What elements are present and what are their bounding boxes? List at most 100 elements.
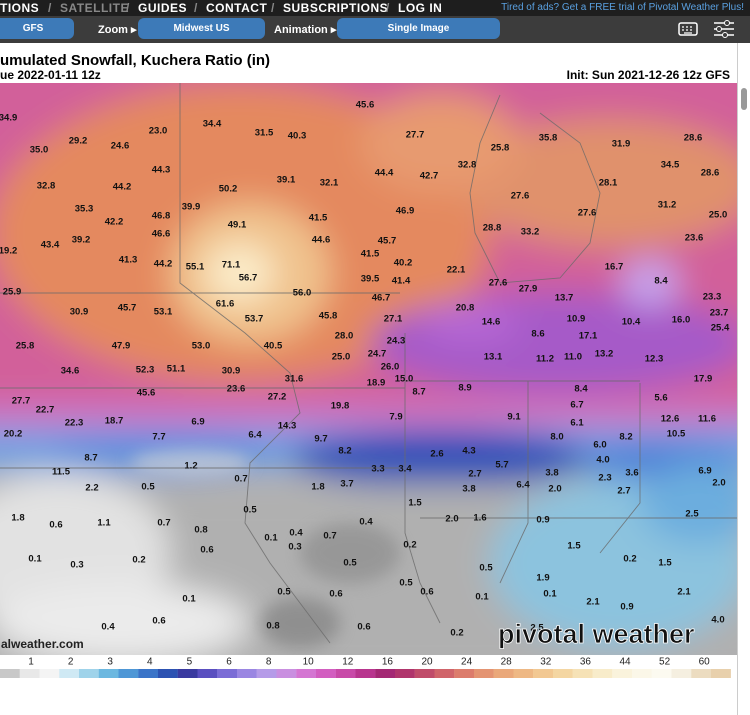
- snowfall-value: 22.1: [447, 265, 466, 276]
- snowfall-value: 0.3: [70, 560, 83, 571]
- zoom-button[interactable]: Midwest US: [138, 18, 265, 39]
- snowfall-value: 53.0: [192, 341, 211, 352]
- legend-label: 20: [421, 657, 433, 668]
- keyboard-icon[interactable]: [678, 22, 698, 36]
- snowfall-value: 45.6: [356, 100, 375, 111]
- nav-link[interactable]: GUIDES: [138, 1, 188, 15]
- snowfall-value: 11.6: [698, 414, 716, 425]
- nav-link[interactable]: LOG IN: [398, 1, 443, 15]
- snowfall-value: 9.1: [507, 412, 521, 423]
- snowfall-value: 10.4: [622, 317, 641, 328]
- snowfall-value: 1.9: [536, 573, 549, 584]
- snowfall-value: 0.9: [620, 602, 633, 613]
- snowfall-value: 27.2: [268, 392, 287, 403]
- nav-link[interactable]: CONTACT: [206, 1, 268, 15]
- snowfall-value: 24.3: [387, 336, 406, 347]
- nav-link[interactable]: SATELLITE: [60, 1, 129, 15]
- snowfall-value: 8.4: [654, 276, 668, 287]
- snowfall-value: 28.6: [684, 133, 703, 144]
- snowfall-value: 23.3: [703, 292, 722, 303]
- snowfall-value: 15.0: [395, 374, 414, 385]
- snowfall-value: 8.2: [619, 432, 632, 443]
- snowfall-value: 16.0: [672, 315, 691, 326]
- snowfall-value: 39.2: [72, 235, 91, 246]
- snowfall-value: 8.2: [338, 446, 351, 457]
- settings-icon[interactable]: [713, 19, 735, 39]
- nav-link[interactable]: SUBSCRIPTIONS: [283, 1, 389, 15]
- snowfall-value: 33.2: [521, 227, 540, 238]
- snowfall-value: 11.2: [536, 354, 554, 365]
- snowfall-value: 7.7: [152, 432, 165, 443]
- snowfall-value: 8.7: [412, 387, 425, 398]
- snowfall-value: 0.1: [475, 592, 489, 603]
- snowfall-value: 2.0: [445, 514, 458, 525]
- animation-button[interactable]: Single Image: [337, 18, 500, 39]
- legend-label: 32: [540, 657, 552, 668]
- snowfall-value: 0.7: [234, 474, 247, 485]
- snowfall-value: 44.3: [152, 165, 171, 176]
- snowfall-value: 14.3: [278, 421, 297, 432]
- snowfall-value: 6.1: [570, 418, 584, 429]
- legend-label: 36: [580, 657, 592, 668]
- snowfall-value: 39.5: [361, 274, 380, 285]
- snowfall-value: 34.9: [0, 113, 17, 124]
- snowfall-value: 4.0: [711, 615, 724, 626]
- snowfall-value: 56.0: [293, 288, 312, 299]
- legend-label: 28: [501, 657, 513, 668]
- snowfall-value: 16.7: [605, 262, 624, 273]
- snowfall-value: 50.2: [219, 184, 238, 195]
- snowfall-value: 3.6: [625, 468, 638, 479]
- snowfall-value: 34.6: [61, 366, 80, 377]
- snowfall-value: 26.0: [381, 362, 400, 373]
- snowfall-value: 6.4: [248, 430, 262, 441]
- snowfall-value: 0.4: [101, 622, 115, 633]
- snowfall-value: 6.0: [593, 440, 606, 451]
- snowfall-value: 2.1: [586, 597, 600, 608]
- snowfall-value: 17.1: [579, 331, 598, 342]
- snowfall-value: 47.9: [112, 341, 131, 352]
- snowfall-value: 22.7: [36, 405, 55, 416]
- snowfall-value: 27.6: [578, 208, 597, 219]
- snowfall-value: 0.3: [288, 542, 301, 553]
- snowfall-value: 30.9: [70, 307, 89, 318]
- snowfall-value: 4.3: [462, 446, 475, 457]
- snowfall-value: 46.6: [152, 229, 171, 240]
- snowfall-value: 40.5: [264, 341, 283, 352]
- snowfall-value: 41.5: [361, 249, 380, 260]
- map-header: umulated Snowfall, Kuchera Ratio (in) ue…: [0, 43, 737, 83]
- ad-link[interactable]: Tired of ads? Get a FREE trial of Pivota…: [501, 2, 744, 13]
- model-button[interactable]: GFS: [0, 18, 74, 39]
- snowfall-value: 28.6: [701, 168, 720, 179]
- snowfall-value: 46.7: [372, 293, 391, 304]
- snowfall-value: 46.8: [152, 211, 171, 222]
- snowfall-value: 18.7: [105, 416, 124, 427]
- snowfall-value: 44.4: [375, 168, 394, 179]
- snowfall-value: 39.1: [277, 175, 296, 186]
- snowfall-value: 0.4: [289, 528, 303, 539]
- scrollbar[interactable]: [737, 43, 750, 715]
- snowfall-value: 13.2: [595, 349, 614, 360]
- snowfall-value: 0.2: [132, 555, 145, 566]
- snowfall-value: 4.0: [596, 455, 609, 466]
- snowfall-value: 25.0: [332, 352, 351, 363]
- snowfall-value: 28.8: [483, 223, 502, 234]
- snowfall-value: 0.6: [152, 616, 165, 627]
- snowfall-value: 0.7: [157, 518, 170, 529]
- snowfall-value: 0.5: [343, 558, 357, 569]
- snowfall-value: 55.1: [186, 262, 205, 273]
- snowfall-value: 6.9: [698, 466, 711, 477]
- snowfall-value: 0.5: [479, 563, 493, 574]
- snowfall-value: 31.5: [255, 128, 274, 139]
- valid-time: ue 2022-01-11 12z: [0, 68, 101, 82]
- snowfall-value: 22.3: [65, 418, 84, 429]
- nav-link[interactable]: TIONS: [0, 1, 40, 15]
- init-time: Init: Sun 2021-12-26 12z GFS: [566, 68, 730, 82]
- snowfall-value: 56.7: [239, 273, 258, 284]
- snowfall-value: 35.8: [539, 133, 558, 144]
- snowfall-value: 19.2: [0, 246, 17, 257]
- snowfall-value: 0.6: [357, 622, 370, 633]
- snowfall-value: 49.1: [228, 220, 247, 231]
- snowfall-value: 14.6: [482, 317, 501, 328]
- snowfall-value: 0.6: [49, 520, 62, 531]
- legend-label: 2: [68, 657, 74, 668]
